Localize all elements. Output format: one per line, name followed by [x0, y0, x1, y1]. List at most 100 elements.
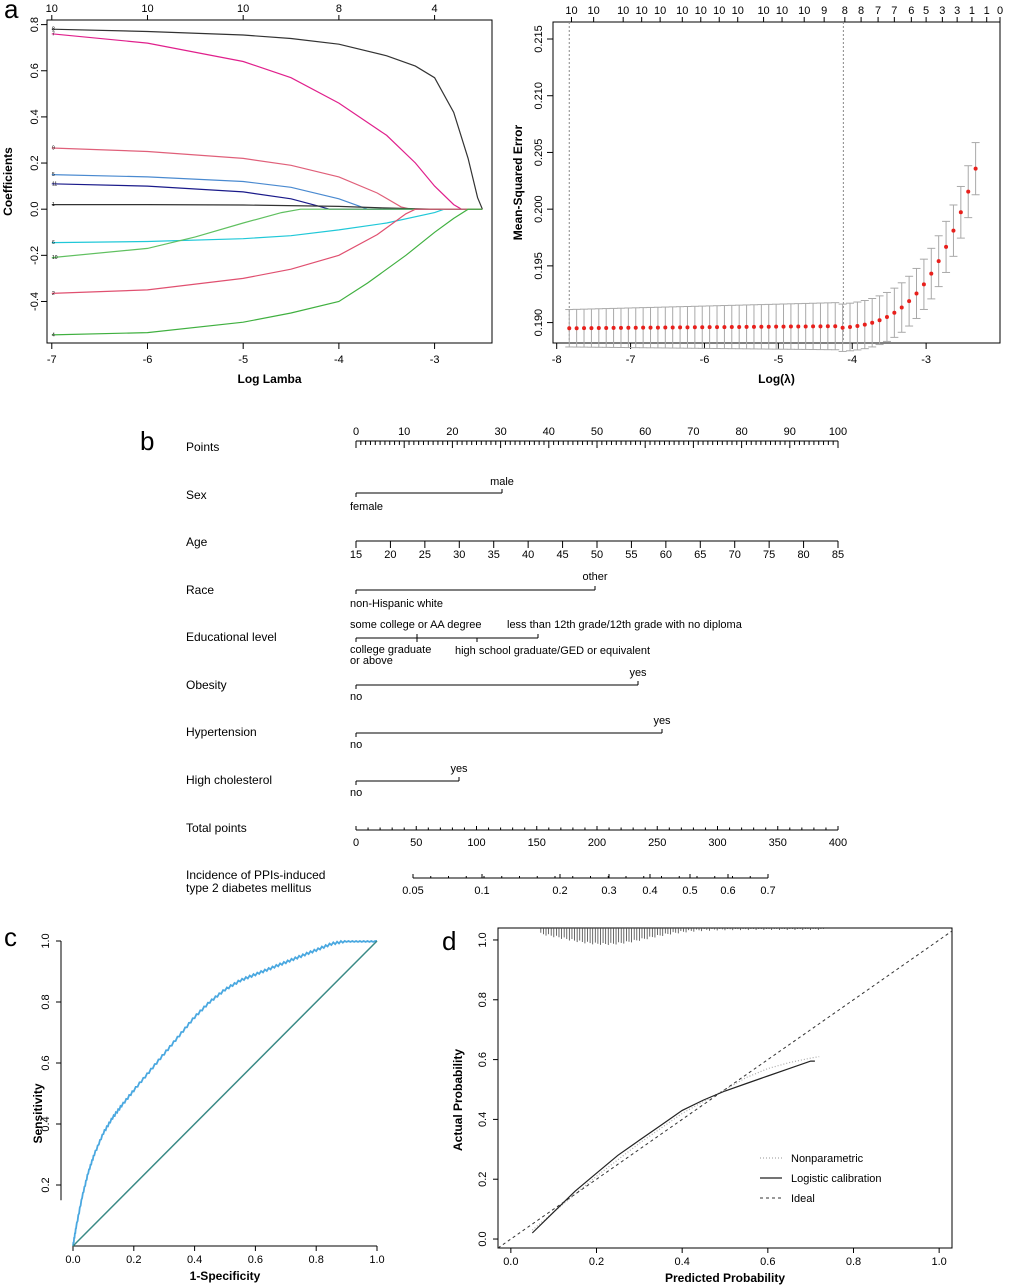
race-option: other [582, 571, 607, 583]
age-tick-label: 55 [625, 549, 637, 561]
row-label: Age [186, 535, 208, 549]
x-tick-label: 0.6 [760, 1256, 775, 1268]
series-label: 5 [52, 172, 55, 178]
top-tick-label: 10 [237, 3, 249, 15]
mse-point [663, 325, 668, 330]
points-tick-label: 60 [639, 426, 651, 438]
lasso-coefficient-plot: -7 -6 -5 -4 -3 -0.4 -0.2 0.0 0.2 0.4 0.6 0.8 10 10 10 8… [1, 3, 493, 386]
mse-point [914, 291, 919, 296]
mse-point [692, 325, 697, 330]
age-tick-label: 30 [453, 549, 465, 561]
top-tick-label: 9 [821, 5, 827, 17]
y-tick-label: 0.0 [477, 1231, 489, 1246]
nomogram: Points 0 10 20 30 40 50 60 70 80 90 100 Sex male femal… [186, 426, 847, 897]
series-label: 7 [52, 31, 55, 37]
x-tick-label: -7 [626, 354, 636, 366]
age-tick-label: 65 [694, 549, 706, 561]
x-tick-label: -8 [552, 354, 562, 366]
calibration-plot: 0.0 0.2 0.4 0.6 0.8 1.0 0.0 0.2 0.4 0.6 0.8 1.0 Pred… [451, 927, 953, 1285]
incidence-tick-label: 0.7 [760, 885, 775, 897]
binary-option: no [350, 691, 362, 703]
y-axis-label: Sensitivity [31, 1083, 45, 1143]
mse-point [633, 325, 638, 330]
legend-label: Logistic calibration [791, 1173, 882, 1185]
mse-point [929, 271, 934, 276]
x-tick-label: -6 [143, 354, 153, 366]
mse-point [877, 318, 882, 323]
age-tick-label: 20 [384, 549, 396, 561]
y-tick-label: 0.2 [29, 155, 41, 170]
y-axis-label: Coefficients [1, 147, 15, 216]
y-tick-label: 0.8 [477, 992, 489, 1007]
x-tick-label: 0.8 [309, 1254, 324, 1266]
calibration-line-nonparametric [531, 1056, 820, 1231]
mse-point [862, 322, 867, 327]
top-tick-label: 7 [875, 5, 881, 17]
x-axis-label: 1-Specificity [190, 1269, 261, 1283]
sex-option: female [350, 501, 383, 513]
total-tick-label: 150 [528, 837, 546, 849]
mse-point [715, 325, 720, 330]
binary-option: yes [629, 667, 647, 679]
points-tick-label: 80 [735, 426, 747, 438]
series-label: 9 [52, 146, 55, 152]
age-tick-label: 80 [797, 549, 809, 561]
top-tick-label: 10 [776, 5, 788, 17]
top-tick-label: 10 [46, 3, 58, 15]
sex-option: male [490, 476, 514, 488]
top-tick-label: 10 [565, 5, 577, 17]
x-tick-label: -6 [700, 354, 710, 366]
y-tick-label: 0.2 [40, 1177, 52, 1192]
panel-label-c: c [4, 922, 17, 952]
coefficient-path [51, 208, 483, 336]
education-option: or above [350, 655, 393, 667]
x-tick-label: -4 [847, 354, 857, 366]
total-tick-label: 0 [353, 837, 359, 849]
x-tick-label: 0.6 [248, 1254, 263, 1266]
total-tick-label: 350 [769, 837, 787, 849]
calibration-line-ideal [497, 930, 953, 1249]
total-tick-label: 100 [467, 837, 485, 849]
top-tick-label: 4 [432, 3, 438, 15]
education-option: college graduate [350, 644, 431, 656]
mse-point [966, 189, 971, 194]
binary-option: no [350, 739, 362, 751]
incidence-tick-label: 0.3 [601, 885, 616, 897]
roc-curve [72, 939, 377, 1247]
mse-point [907, 299, 912, 304]
mse-point [574, 326, 579, 331]
mse-point [626, 325, 631, 330]
mse-point [796, 324, 801, 329]
top-tick-label: 10 [695, 5, 707, 17]
education-option: some college or AA degree [350, 619, 481, 631]
mse-point [811, 324, 816, 329]
row-label: type 2 diabetes mellitus [186, 881, 311, 895]
x-tick-label: 0.0 [503, 1256, 518, 1268]
mse-point [944, 244, 949, 249]
x-axis-label: Log Lamba [237, 372, 301, 386]
age-tick-label: 75 [763, 549, 775, 561]
x-tick-label: 0.4 [187, 1254, 202, 1266]
y-tick-label: 1.0 [477, 932, 489, 947]
top-tick-label: 10 [713, 5, 725, 17]
mse-point [567, 326, 572, 331]
plot-frame [552, 21, 1001, 344]
age-tick-label: 85 [832, 549, 844, 561]
top-tick-label: 3 [954, 5, 960, 17]
row-label: Incidence of PPIs-induced [186, 868, 325, 882]
x-axis-label: Predicted Probability [665, 1271, 785, 1285]
cross-validation-plot: -8 -7 -6 -5 -4 -3 0.190 0.195 0.200 0.205 0.210 0.2… [511, 5, 1003, 386]
mse-point [892, 310, 897, 315]
mse-point [803, 324, 808, 329]
mse-point [825, 324, 830, 329]
series-label: 2 [52, 291, 55, 297]
row-label: High cholesterol [186, 773, 272, 787]
y-tick-label: 0.8 [40, 994, 52, 1009]
series-label: 11 [52, 181, 57, 187]
coefficient-path [51, 204, 483, 210]
coefficient-path [51, 33, 464, 210]
y-tick-label: 0.4 [29, 109, 41, 124]
mse-point [870, 320, 875, 325]
mse-point [848, 324, 853, 329]
coefficient-path [51, 208, 483, 244]
